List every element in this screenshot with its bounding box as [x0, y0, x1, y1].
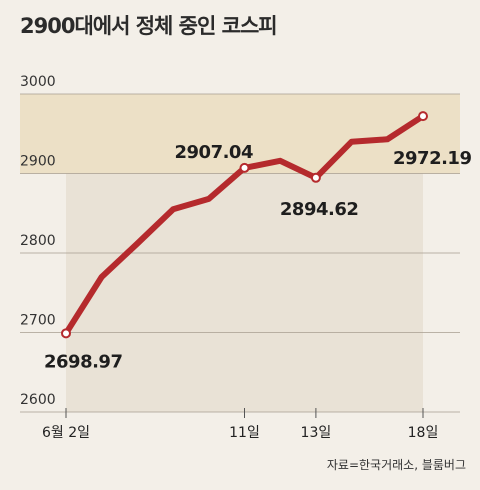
y-tick-label: 2600: [20, 392, 56, 408]
data-label: 2907.04: [175, 142, 253, 163]
plot-area-shade: [66, 173, 423, 412]
data-point-marker: [418, 111, 428, 122]
data-label: 2894.62: [280, 199, 358, 220]
data-point-marker: [61, 328, 71, 339]
y-tick-label: 2900: [20, 154, 56, 170]
source-note: 자료=한국거래소, 블룸버그: [326, 458, 466, 472]
x-tick-label: 18일: [408, 425, 439, 441]
y-tick-label: 2700: [20, 313, 56, 329]
data-label: 2698.97: [44, 351, 122, 372]
x-tick-label: 6월 2일: [42, 425, 90, 441]
x-tick-label: 13일: [301, 425, 332, 441]
y-tick-label: 2800: [20, 233, 56, 249]
x-tick-label: 11일: [229, 425, 260, 441]
data-point-marker: [310, 172, 321, 183]
data-point-marker: [239, 162, 250, 173]
highlight-band: [20, 94, 460, 174]
data-label: 2972.19: [393, 148, 471, 169]
chart-title: 2900대에서 정체 중인 코스피: [20, 14, 278, 38]
y-tick-label: 3000: [20, 74, 56, 90]
